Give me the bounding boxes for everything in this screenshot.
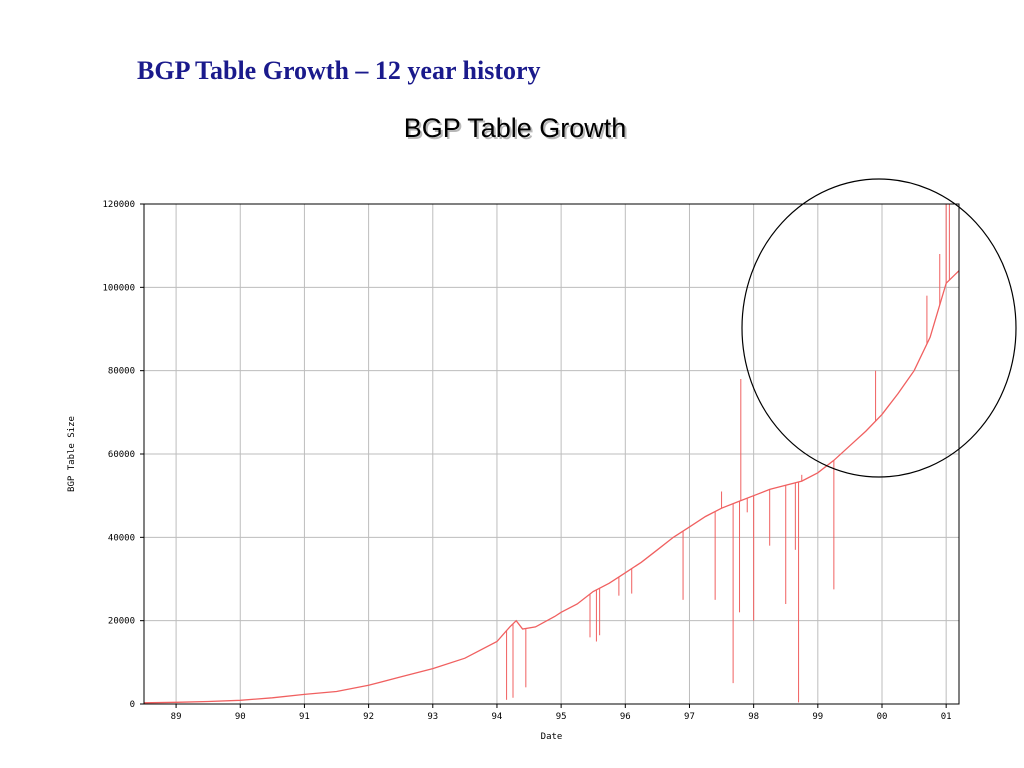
x-tick-label: 93: [427, 712, 438, 722]
y-axis-label: BGP Table Size: [67, 416, 77, 492]
x-tick-label: 91: [299, 712, 310, 722]
slide-title: BGP Table Growth – 12 year history: [137, 56, 541, 85]
y-tick-label: 0: [130, 700, 135, 710]
x-tick-label: 89: [171, 712, 182, 722]
x-axis-label: Date: [541, 732, 563, 742]
x-tick-label: 95: [556, 712, 567, 722]
ticks: [140, 203, 947, 708]
y-tick-label: 120000: [102, 200, 135, 210]
x-tick-label: 97: [684, 712, 695, 722]
tick-labels: 89 90 91 92 93 94 95 96 97 98 99 00 01 0 20000 40000 600…: [102, 200, 951, 722]
plot-lines: [143, 204, 960, 704]
highlight-circle: [741, 178, 1017, 478]
x-tick-label: 99: [812, 712, 823, 722]
y-tick-label: 20000: [108, 617, 135, 627]
y-tick-label: 60000: [108, 450, 135, 460]
y-tick-label: 80000: [108, 367, 135, 377]
y-tick-label: 40000: [108, 533, 135, 543]
x-tick-label: 01: [941, 712, 952, 722]
x-tick-label: 98: [748, 712, 759, 722]
x-tick-label: 00: [877, 712, 888, 722]
x-tick-label: 92: [363, 712, 374, 722]
x-tick-label: 90: [235, 712, 246, 722]
series-line: [143, 270, 960, 704]
x-tick-label: 94: [492, 712, 503, 722]
grid: [144, 204, 959, 704]
x-tick-label: 96: [620, 712, 631, 722]
chart-title: BGP Table Growth: [403, 113, 627, 143]
y-tick-label: 100000: [102, 283, 135, 293]
